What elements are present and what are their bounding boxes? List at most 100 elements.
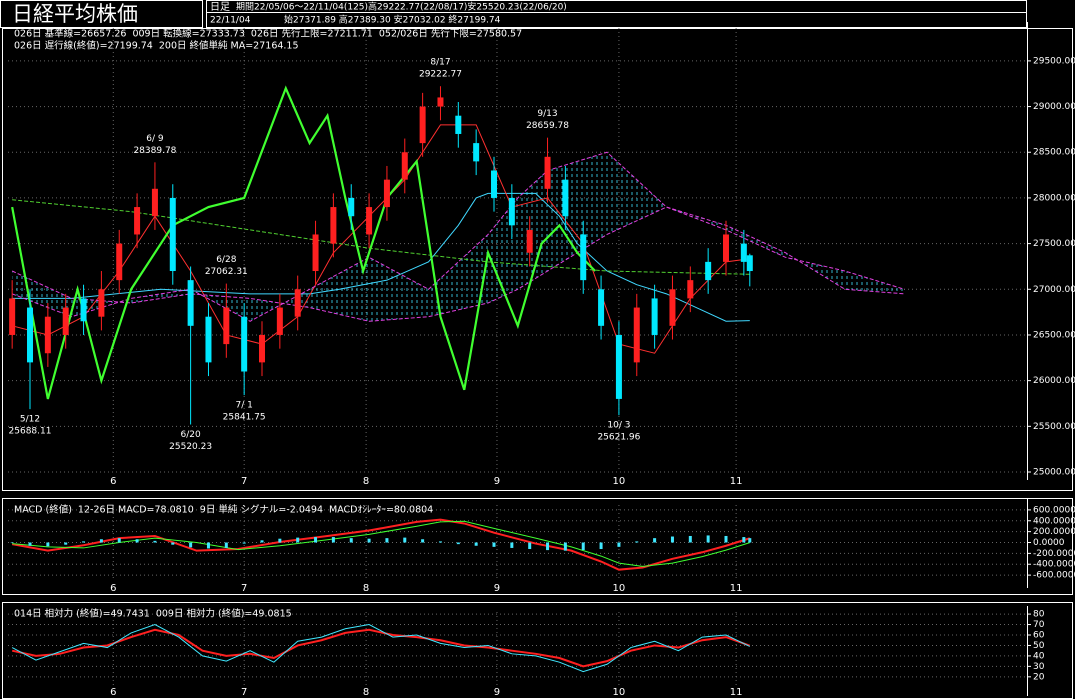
y-tick-label: 70 [1033, 620, 1045, 630]
annotation-date: 6/ 9 [146, 134, 164, 144]
main-frame [2, 28, 1073, 491]
histogram-bar [706, 535, 710, 543]
candle-body [80, 298, 87, 322]
candle-body [526, 229, 533, 253]
x-tick-label: 9 [494, 476, 500, 487]
annotation-value: 25688.11 [9, 427, 52, 437]
candle-body [330, 207, 337, 244]
candle-body [746, 255, 753, 272]
candle-body [651, 298, 658, 335]
y-tick-label: 40 [1033, 651, 1045, 661]
series-line [11, 206, 905, 322]
annotation-date: 8/17 [430, 58, 450, 68]
candle-body [348, 197, 355, 217]
annotation-value: 28389.78 [133, 146, 176, 156]
annotation-date: 10/ 3 [607, 421, 630, 431]
candle-body [455, 115, 462, 134]
histogram-bar [688, 535, 692, 543]
histogram-bar [64, 542, 68, 545]
candle-body [437, 97, 444, 107]
histogram-bar [242, 542, 246, 544]
histogram-bar [117, 538, 121, 543]
candle-body [366, 207, 373, 235]
histogram-bar [224, 542, 228, 548]
annotation-date: 6/28 [216, 255, 236, 265]
histogram-bar [349, 538, 353, 543]
candle-body [544, 156, 551, 189]
x-tick-label: 11 [730, 476, 743, 487]
histogram-bar [653, 538, 657, 543]
y-tick-label: 200.0000 [1033, 527, 1075, 537]
series-line [11, 518, 751, 571]
legend-entry: 026日 先行上限=27211.71 [251, 28, 373, 40]
x-tick-label: 6 [110, 476, 116, 487]
x-tick-label: 9 [494, 583, 500, 594]
legend-entry: 026日 基準線=26657.26 [14, 28, 126, 40]
candle-body [259, 334, 266, 363]
candle-body [473, 143, 480, 162]
histogram-bar [421, 539, 425, 543]
candle-body [276, 307, 283, 335]
x-tick-label: 10 [613, 687, 626, 698]
candle-body [722, 234, 729, 262]
histogram-bar [492, 542, 496, 547]
annotation-date: 6/20 [181, 430, 201, 440]
y-tick-label: 27500.00 [1033, 239, 1075, 249]
y-tick-label: 20 [1033, 672, 1045, 682]
histogram-bar [617, 542, 621, 547]
histogram-bar [28, 542, 32, 546]
y-tick-label: 50 [1033, 641, 1045, 651]
series-line [12, 199, 750, 275]
x-tick-label: 6 [110, 583, 116, 594]
histogram-bar [46, 542, 50, 547]
histogram-bar [724, 535, 728, 543]
annotation-value: 27062.31 [205, 267, 248, 277]
legend-entry: 200日 終値単純 MA=27164.15 [159, 40, 299, 52]
x-tick-label: 7 [241, 687, 247, 698]
legend-entry: 026日 遅行線(終値)=27199.74 [14, 40, 153, 52]
legend-entry: 014日 相対力 (終値)=49.7431 [14, 608, 150, 620]
histogram-bar [82, 541, 86, 543]
y-tick-label: -200.0000 [1033, 549, 1075, 559]
candle-body [169, 197, 176, 272]
histogram-bar [474, 542, 478, 546]
histogram-bar [748, 538, 752, 543]
candle-body [205, 316, 212, 363]
x-tick-label: 10 [613, 476, 626, 487]
candle-body [223, 307, 230, 345]
series-line [12, 192, 750, 322]
candle-body [491, 170, 498, 198]
y-tick-label: 28000.00 [1033, 193, 1075, 203]
histogram-bar [314, 537, 318, 543]
histogram-bar [742, 537, 746, 543]
x-tick-label: 7 [241, 583, 247, 594]
histogram-bar [635, 541, 639, 543]
histogram-bar [171, 542, 175, 545]
title-box [0, 0, 203, 28]
candle-body [151, 188, 158, 217]
x-tick-label: 6 [110, 687, 116, 698]
histogram-bar [546, 542, 550, 551]
histogram-bar [599, 542, 603, 550]
annotation-value: 28659.78 [526, 121, 569, 131]
x-tick-label: 8 [363, 583, 369, 594]
candle-body [241, 316, 248, 372]
series-line [11, 151, 905, 322]
annotation-value: 25621.96 [597, 433, 640, 443]
candle-body [633, 307, 640, 363]
legend-entry: 009日 相対力 (終値)=49.0815 [156, 608, 292, 620]
x-tick-label: 7 [241, 476, 247, 487]
period: 期間22/05/06～22/11/04(125)高29222.77(22/08/… [236, 1, 567, 13]
x-tick-label: 8 [363, 687, 369, 698]
annotation-value: 29222.77 [419, 70, 462, 80]
candle-body [669, 289, 676, 326]
date: 22/11/04 [210, 16, 251, 26]
y-tick-label: 26000.00 [1033, 376, 1075, 386]
macd-frame [2, 498, 1073, 595]
annotation-value: 25520.23 [169, 442, 212, 452]
series-line [11, 628, 751, 668]
candle-body [508, 197, 515, 226]
candle-body [134, 207, 141, 235]
y-tick-label: -600.0000 [1033, 571, 1075, 581]
y-tick-label: 25500.00 [1033, 422, 1075, 432]
